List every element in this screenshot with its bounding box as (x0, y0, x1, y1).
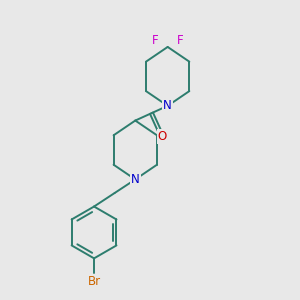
Text: O: O (158, 130, 167, 143)
Text: N: N (163, 99, 172, 112)
Text: F: F (152, 34, 159, 47)
Text: Br: Br (88, 275, 100, 288)
Text: N: N (131, 173, 140, 186)
Text: F: F (177, 34, 183, 47)
